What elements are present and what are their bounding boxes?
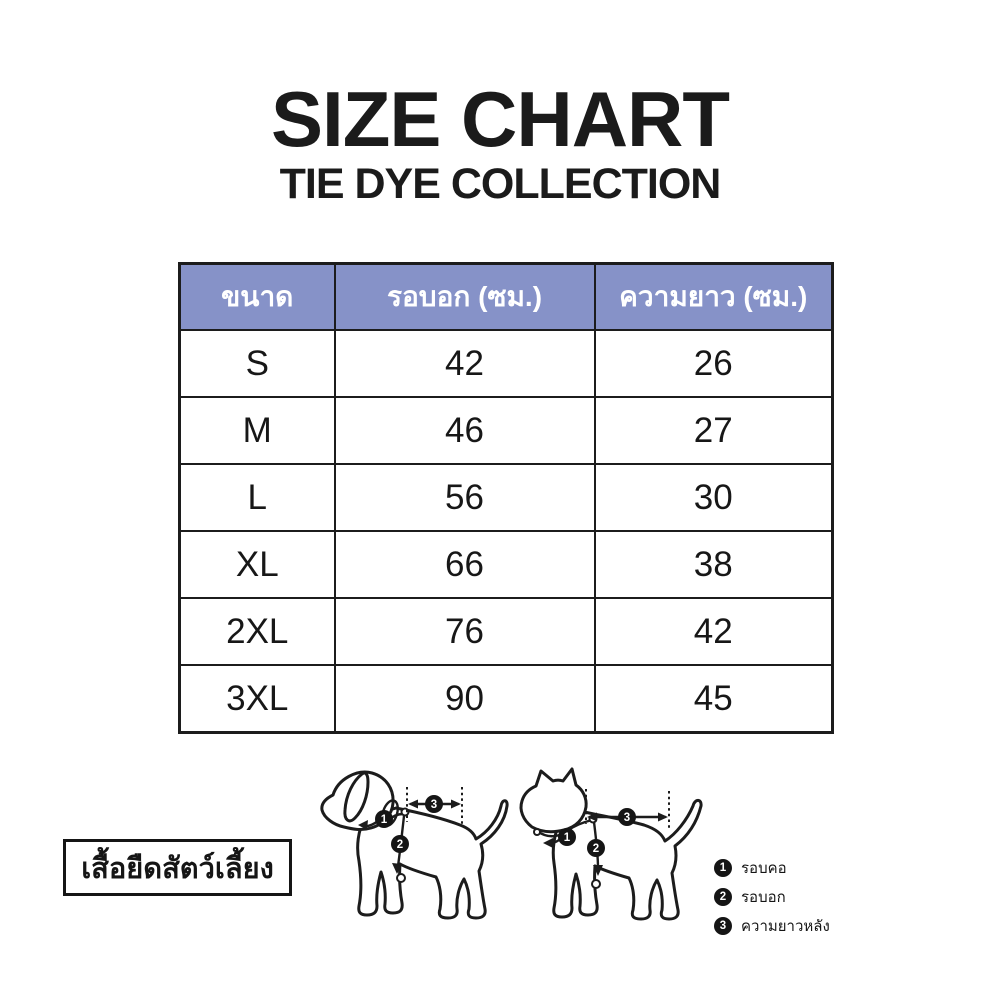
svg-text:1: 1 — [381, 814, 388, 826]
legend-label-chest: รอบอก — [741, 889, 786, 906]
length-cell: 26 — [593, 329, 834, 398]
page-title: SIZE CHART — [271, 75, 730, 163]
cat-illustration: 1 2 3 — [519, 767, 703, 921]
measurement-legend: 1 รอบคอ 2 รอบอก 3 ความยาวหลัง — [714, 856, 830, 938]
table-row: 2XL 76 42 — [178, 597, 834, 666]
table-header-row: ขนาด รอบอก (ซม.) ความยาว (ซม.) — [178, 262, 834, 331]
size-cell: L — [178, 463, 336, 532]
col-header-chest: รอบอก (ซม.) — [333, 262, 596, 331]
col-header-length: ความยาว (ซม.) — [593, 262, 834, 331]
table-row: XL 66 38 — [178, 530, 834, 599]
col-header-size: ขนาด — [178, 262, 336, 331]
dog-marker-2: 2 — [391, 835, 409, 853]
legend-badge-3: 3 — [714, 917, 732, 935]
size-cell: M — [178, 396, 336, 465]
length-cell: 27 — [593, 396, 834, 465]
legend-item-back-length: 3 ความยาวหลัง — [714, 914, 830, 938]
cat-marker-2: 2 — [587, 839, 605, 857]
legend-badge-1: 1 — [714, 859, 732, 877]
dog-marker-1: 1 — [375, 810, 393, 828]
legend-item-neck: 1 รอบคอ — [714, 856, 830, 880]
length-cell: 38 — [593, 530, 834, 599]
svg-text:2: 2 — [593, 843, 599, 855]
svg-text:3: 3 — [431, 799, 437, 811]
cat-neck-arrow — [543, 838, 561, 848]
svg-text:1: 1 — [564, 832, 571, 844]
cat-marker-1: 1 — [558, 828, 576, 846]
legend-label-neck: รอบคอ — [741, 860, 787, 877]
dog-illustration: 1 2 3 — [320, 770, 509, 920]
product-type-label: เสื้อยืดสัตว์เลี้ยง — [63, 839, 292, 896]
size-cell: 3XL — [178, 664, 336, 734]
legend-item-chest: 2 รอบอก — [714, 885, 830, 909]
chest-cell: 76 — [333, 597, 596, 666]
svg-text:3: 3 — [624, 812, 630, 824]
chest-cell: 46 — [333, 396, 596, 465]
cat-outline — [519, 767, 703, 921]
chest-cell: 56 — [333, 463, 596, 532]
page-subtitle: TIE DYE COLLECTION — [279, 160, 722, 208]
cat-marker-3: 3 — [618, 808, 636, 826]
length-cell: 42 — [593, 597, 834, 666]
size-table: ขนาด รอบอก (ซม.) ความยาว (ซม.) S 42 26 M… — [178, 262, 834, 734]
chest-cell: 90 — [333, 664, 596, 734]
table-row: S 42 26 — [178, 329, 834, 398]
chest-cell: 42 — [333, 329, 596, 398]
size-cell: S — [178, 329, 336, 398]
size-cell: 2XL — [178, 597, 336, 666]
size-cell: XL — [178, 530, 336, 599]
chest-cell: 66 — [333, 530, 596, 599]
svg-text:2: 2 — [397, 839, 403, 851]
length-cell: 30 — [593, 463, 834, 532]
dog-outline — [320, 770, 509, 920]
table-row: L 56 30 — [178, 463, 834, 532]
length-cell: 45 — [593, 664, 834, 734]
table-row: M 46 27 — [178, 396, 834, 465]
dog-marker-3: 3 — [425, 795, 443, 813]
dog-back-measure — [406, 787, 463, 827]
table-row: 3XL 90 45 — [178, 664, 834, 734]
legend-label-back-length: ความยาวหลัง — [741, 918, 830, 935]
legend-badge-2: 2 — [714, 888, 732, 906]
